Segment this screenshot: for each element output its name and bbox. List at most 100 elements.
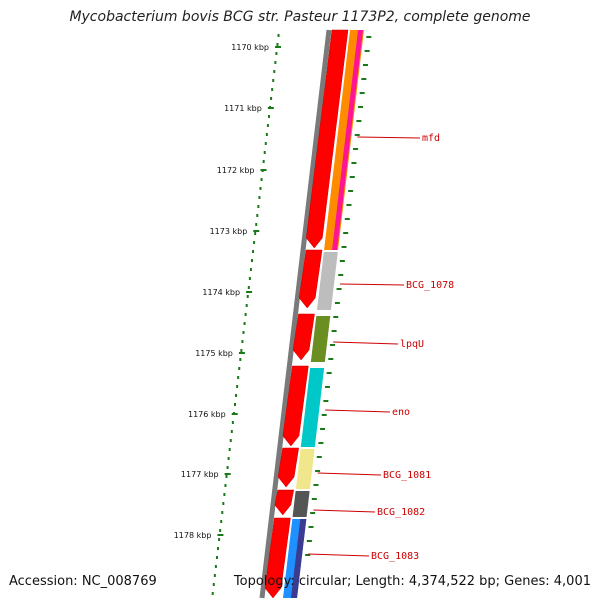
gc-dot-left	[254, 232, 257, 235]
ruler-label: 1176 kbp	[188, 410, 226, 419]
feature-track	[283, 30, 364, 598]
gc-dot-right	[343, 232, 349, 234]
gc-dot-right	[308, 526, 314, 528]
gc-dot-right	[320, 428, 326, 430]
gc-dot-right	[349, 176, 355, 178]
gc-dot-right	[354, 134, 360, 136]
gc-dot-right	[333, 316, 339, 318]
gc-dot-right	[331, 330, 337, 332]
ruler-label: 1178 kbp	[174, 531, 212, 540]
gc-dot-right	[356, 120, 362, 122]
gc-dot-right	[328, 358, 334, 360]
gc-dot-left	[221, 511, 224, 514]
gc-dot-left	[224, 484, 227, 487]
gc-dot-left	[265, 133, 268, 136]
gc-dot-left	[235, 394, 238, 397]
feature-eno	[300, 368, 325, 447]
gc-dot-left	[217, 547, 220, 550]
feature-BCG_1082	[292, 491, 310, 517]
gc-dot-left	[249, 268, 252, 271]
gene-label-BCG_1081: BCG_1081	[383, 470, 431, 481]
gc-dot-right	[315, 470, 321, 472]
cds-arrow-6	[274, 489, 295, 516]
backbone-track	[259, 29, 332, 599]
cds-arrow-4	[282, 365, 309, 447]
gc-dot-left	[264, 142, 267, 145]
gc-dot-left	[253, 241, 256, 244]
leader-BCG_1083	[308, 553, 370, 557]
gc-dot-right	[329, 344, 335, 346]
gc-dot-right	[359, 92, 365, 94]
gc-dot-left	[244, 313, 247, 316]
gc-dot-left	[246, 295, 249, 298]
gc-dot-left	[215, 556, 218, 559]
gc-dot-left	[243, 322, 246, 325]
gc-dot-right	[321, 414, 327, 416]
leader-mfd	[357, 136, 421, 139]
gc-dot-right	[323, 400, 329, 402]
gene-label-BCG_1083: BCG_1083	[371, 551, 419, 562]
gc-dot-left	[256, 214, 259, 217]
feature-BCG_1078	[316, 252, 338, 310]
gc-dot-right	[366, 36, 372, 38]
feature-lpqU	[310, 316, 331, 362]
gc-dot-right	[338, 274, 344, 276]
gc-dot-left	[220, 520, 223, 523]
leader-BCG_1081	[317, 472, 382, 476]
gc-dot-left	[239, 358, 242, 361]
gc-dot-right	[311, 498, 317, 500]
gc-dot-left	[214, 565, 217, 568]
gc-dot-left	[212, 583, 215, 586]
feature-stripe-top	[332, 30, 363, 250]
gc-dot-left	[263, 151, 266, 154]
gc-dot-right	[313, 484, 319, 486]
gc-dot-left	[247, 286, 250, 289]
gc-dot-left	[261, 169, 264, 172]
gc-dot-right	[346, 204, 352, 206]
gc-dot-right	[326, 372, 332, 374]
gc-dot-left	[260, 178, 263, 181]
gc-dot-left	[262, 160, 265, 163]
gene-labels: mfd BCG_1078 lpqU eno BCG_1081 BCG_1082 BCG_10…	[308, 133, 454, 562]
gene-label-lpqU: lpqU	[400, 339, 424, 350]
gc-dot-left	[270, 97, 273, 100]
cds-arrow-2	[298, 249, 323, 309]
gc-dot-left	[248, 277, 251, 280]
gc-dot-left	[225, 475, 228, 478]
cds-arrow-7	[264, 517, 291, 599]
gc-dot-left	[222, 502, 225, 505]
gc-dot-right	[362, 64, 368, 66]
gc-dot-left	[237, 376, 240, 379]
gc-dot-left	[238, 367, 241, 370]
gc-dot-right	[305, 554, 311, 556]
gene-label-BCG_1078: BCG_1078	[406, 280, 454, 291]
gc-dot-left	[276, 43, 279, 46]
ruler-label: 1177 kbp	[181, 470, 219, 479]
gc-dot-right	[341, 246, 347, 248]
backbone-line	[259, 29, 332, 599]
cds-arrow-5	[277, 447, 299, 488]
cds-track	[264, 29, 349, 599]
gc-dot-left	[241, 340, 244, 343]
topology-label: Topology: circular; Length: 4,374,522 bp…	[233, 574, 591, 589]
gc-dot-left	[229, 439, 232, 442]
gc-dot-left	[271, 88, 274, 91]
gc-dot-left	[250, 259, 253, 262]
gc-dot-left	[258, 196, 261, 199]
gc-dot-left	[227, 457, 230, 460]
gc-dot-right	[361, 78, 367, 80]
ruler-label: 1171 kbp	[224, 104, 262, 113]
gc-dot-left	[245, 304, 248, 307]
gc-dot-left	[228, 448, 231, 451]
gc-dot-left	[232, 412, 235, 415]
cds-arrow-3	[292, 313, 315, 361]
gc-dot-right	[306, 540, 312, 542]
ruler-label: 1170 kbp	[231, 43, 269, 52]
gc-dot-left	[234, 403, 237, 406]
gc-dot-right	[316, 456, 322, 458]
gc-dot-left	[257, 205, 260, 208]
cds-arrow-1	[306, 29, 349, 249]
leader-BCG_1082	[313, 509, 376, 513]
gc-dots	[211, 34, 372, 595]
feature-stripe-bottom	[291, 519, 307, 598]
